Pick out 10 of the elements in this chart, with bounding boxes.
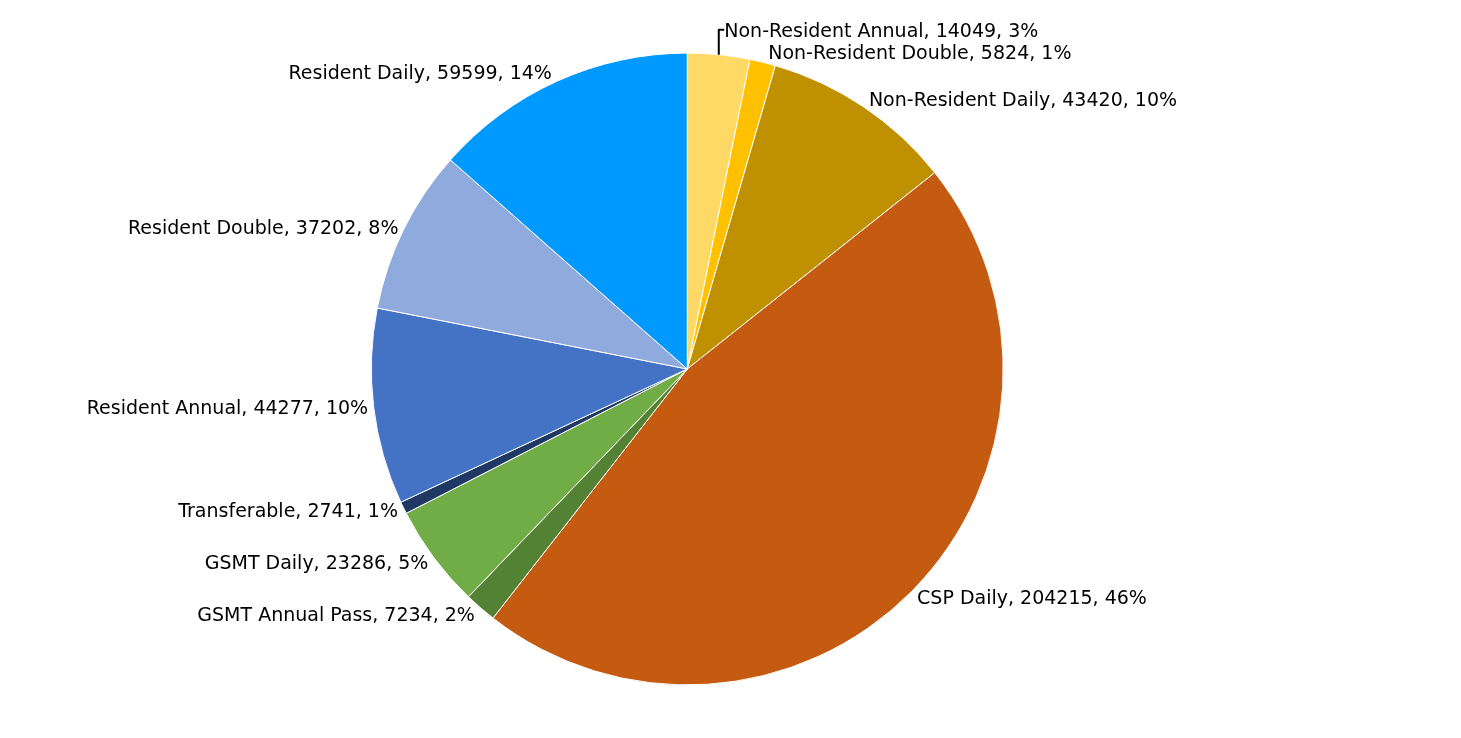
slice-label: Non-Resident Annual, 14049, 3% xyxy=(724,18,1039,41)
slice-label: GSMT Daily, 23286, 5% xyxy=(204,550,429,573)
slice-label: Non-Resident Double, 5824, 1% xyxy=(768,40,1072,63)
slice-label: Resident Double, 37202, 8% xyxy=(127,215,399,238)
slice-label: GSMT Annual Pass, 7234, 2% xyxy=(197,603,475,626)
slice-label: Resident Annual, 44277, 10% xyxy=(86,396,369,419)
slice-label: Non-Resident Daily, 43420, 10% xyxy=(868,88,1178,111)
slice-label: Transferable, 2741, 1% xyxy=(177,498,398,521)
slice-label: CSP Daily, 204215, 46% xyxy=(917,585,1147,608)
slice-label: Resident Daily, 59599, 14% xyxy=(288,60,552,83)
